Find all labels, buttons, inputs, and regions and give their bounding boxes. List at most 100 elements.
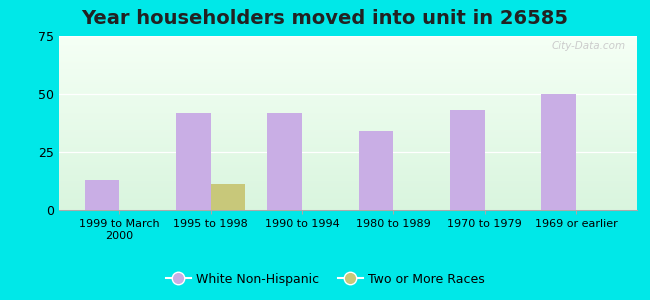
Bar: [58, 165, 637, 166]
Bar: [58, 40, 637, 41]
Bar: [58, 192, 637, 193]
Bar: [58, 196, 637, 197]
Bar: [58, 178, 637, 179]
Bar: [58, 145, 637, 146]
Bar: [58, 57, 637, 58]
Bar: [58, 147, 637, 148]
Bar: [58, 143, 637, 144]
Bar: [58, 135, 637, 136]
Bar: [58, 47, 637, 48]
Bar: [58, 166, 637, 167]
Bar: [58, 115, 637, 116]
Bar: [58, 93, 637, 94]
Bar: [58, 139, 637, 140]
Bar: [58, 157, 637, 158]
Bar: [58, 42, 637, 43]
Bar: [58, 74, 637, 75]
Bar: [58, 202, 637, 203]
Bar: [58, 66, 637, 67]
Bar: [58, 197, 637, 198]
Bar: [58, 36, 637, 37]
Bar: [58, 158, 637, 159]
Bar: [58, 140, 637, 141]
Bar: [58, 110, 637, 111]
Bar: [58, 179, 637, 180]
Bar: [58, 85, 637, 86]
Bar: [58, 205, 637, 206]
Bar: [267, 112, 302, 210]
Bar: [58, 190, 637, 191]
Bar: [58, 104, 637, 105]
Bar: [58, 94, 637, 95]
Bar: [58, 131, 637, 132]
Bar: [58, 160, 637, 161]
Bar: [58, 61, 637, 62]
Bar: [58, 100, 637, 101]
Bar: [58, 55, 637, 56]
Bar: [58, 195, 637, 196]
Bar: [58, 163, 637, 164]
Bar: [58, 96, 637, 97]
Bar: [58, 122, 637, 123]
Bar: [58, 83, 637, 84]
Bar: [58, 71, 637, 72]
Bar: [58, 89, 637, 90]
Bar: [58, 187, 637, 188]
Bar: [58, 132, 637, 133]
Bar: [58, 120, 637, 121]
Bar: [58, 91, 637, 92]
Bar: [58, 82, 637, 83]
Bar: [58, 175, 637, 176]
Bar: [58, 152, 637, 153]
Bar: [58, 67, 637, 68]
Bar: [58, 43, 637, 44]
Bar: [58, 121, 637, 122]
Bar: [58, 185, 637, 186]
Bar: [58, 72, 637, 73]
Bar: [58, 95, 637, 96]
Text: City-Data.com: City-Data.com: [551, 41, 625, 51]
Bar: [58, 182, 637, 183]
Bar: [58, 174, 637, 175]
Bar: [58, 98, 637, 99]
Bar: [58, 206, 637, 207]
Bar: [58, 136, 637, 137]
Bar: [58, 126, 637, 127]
Bar: [58, 172, 637, 173]
Bar: [58, 87, 637, 88]
Bar: [58, 201, 637, 202]
Bar: [58, 150, 637, 151]
Bar: [58, 161, 637, 162]
Bar: [58, 138, 637, 139]
Bar: [58, 75, 637, 76]
Bar: [58, 54, 637, 55]
Bar: [58, 123, 637, 124]
Bar: [58, 37, 637, 38]
Bar: [58, 155, 637, 156]
Bar: [58, 193, 637, 194]
Bar: [58, 186, 637, 187]
Bar: [58, 59, 637, 60]
Bar: [58, 102, 637, 103]
Bar: [58, 149, 637, 150]
Bar: [58, 189, 637, 190]
Bar: [58, 109, 637, 110]
Bar: [58, 171, 637, 172]
Bar: [58, 183, 637, 184]
Bar: [58, 180, 637, 181]
Bar: [58, 127, 637, 128]
Bar: [58, 113, 637, 114]
Bar: [58, 200, 637, 201]
Bar: [58, 107, 637, 108]
Bar: [58, 46, 637, 47]
Bar: [58, 141, 637, 142]
Bar: [58, 176, 637, 177]
Bar: [58, 207, 637, 208]
Bar: [58, 73, 637, 74]
Bar: [58, 44, 637, 45]
Bar: [58, 58, 637, 59]
Bar: [58, 209, 637, 210]
Bar: [58, 144, 637, 145]
Bar: [58, 116, 637, 117]
Bar: [58, 88, 637, 89]
